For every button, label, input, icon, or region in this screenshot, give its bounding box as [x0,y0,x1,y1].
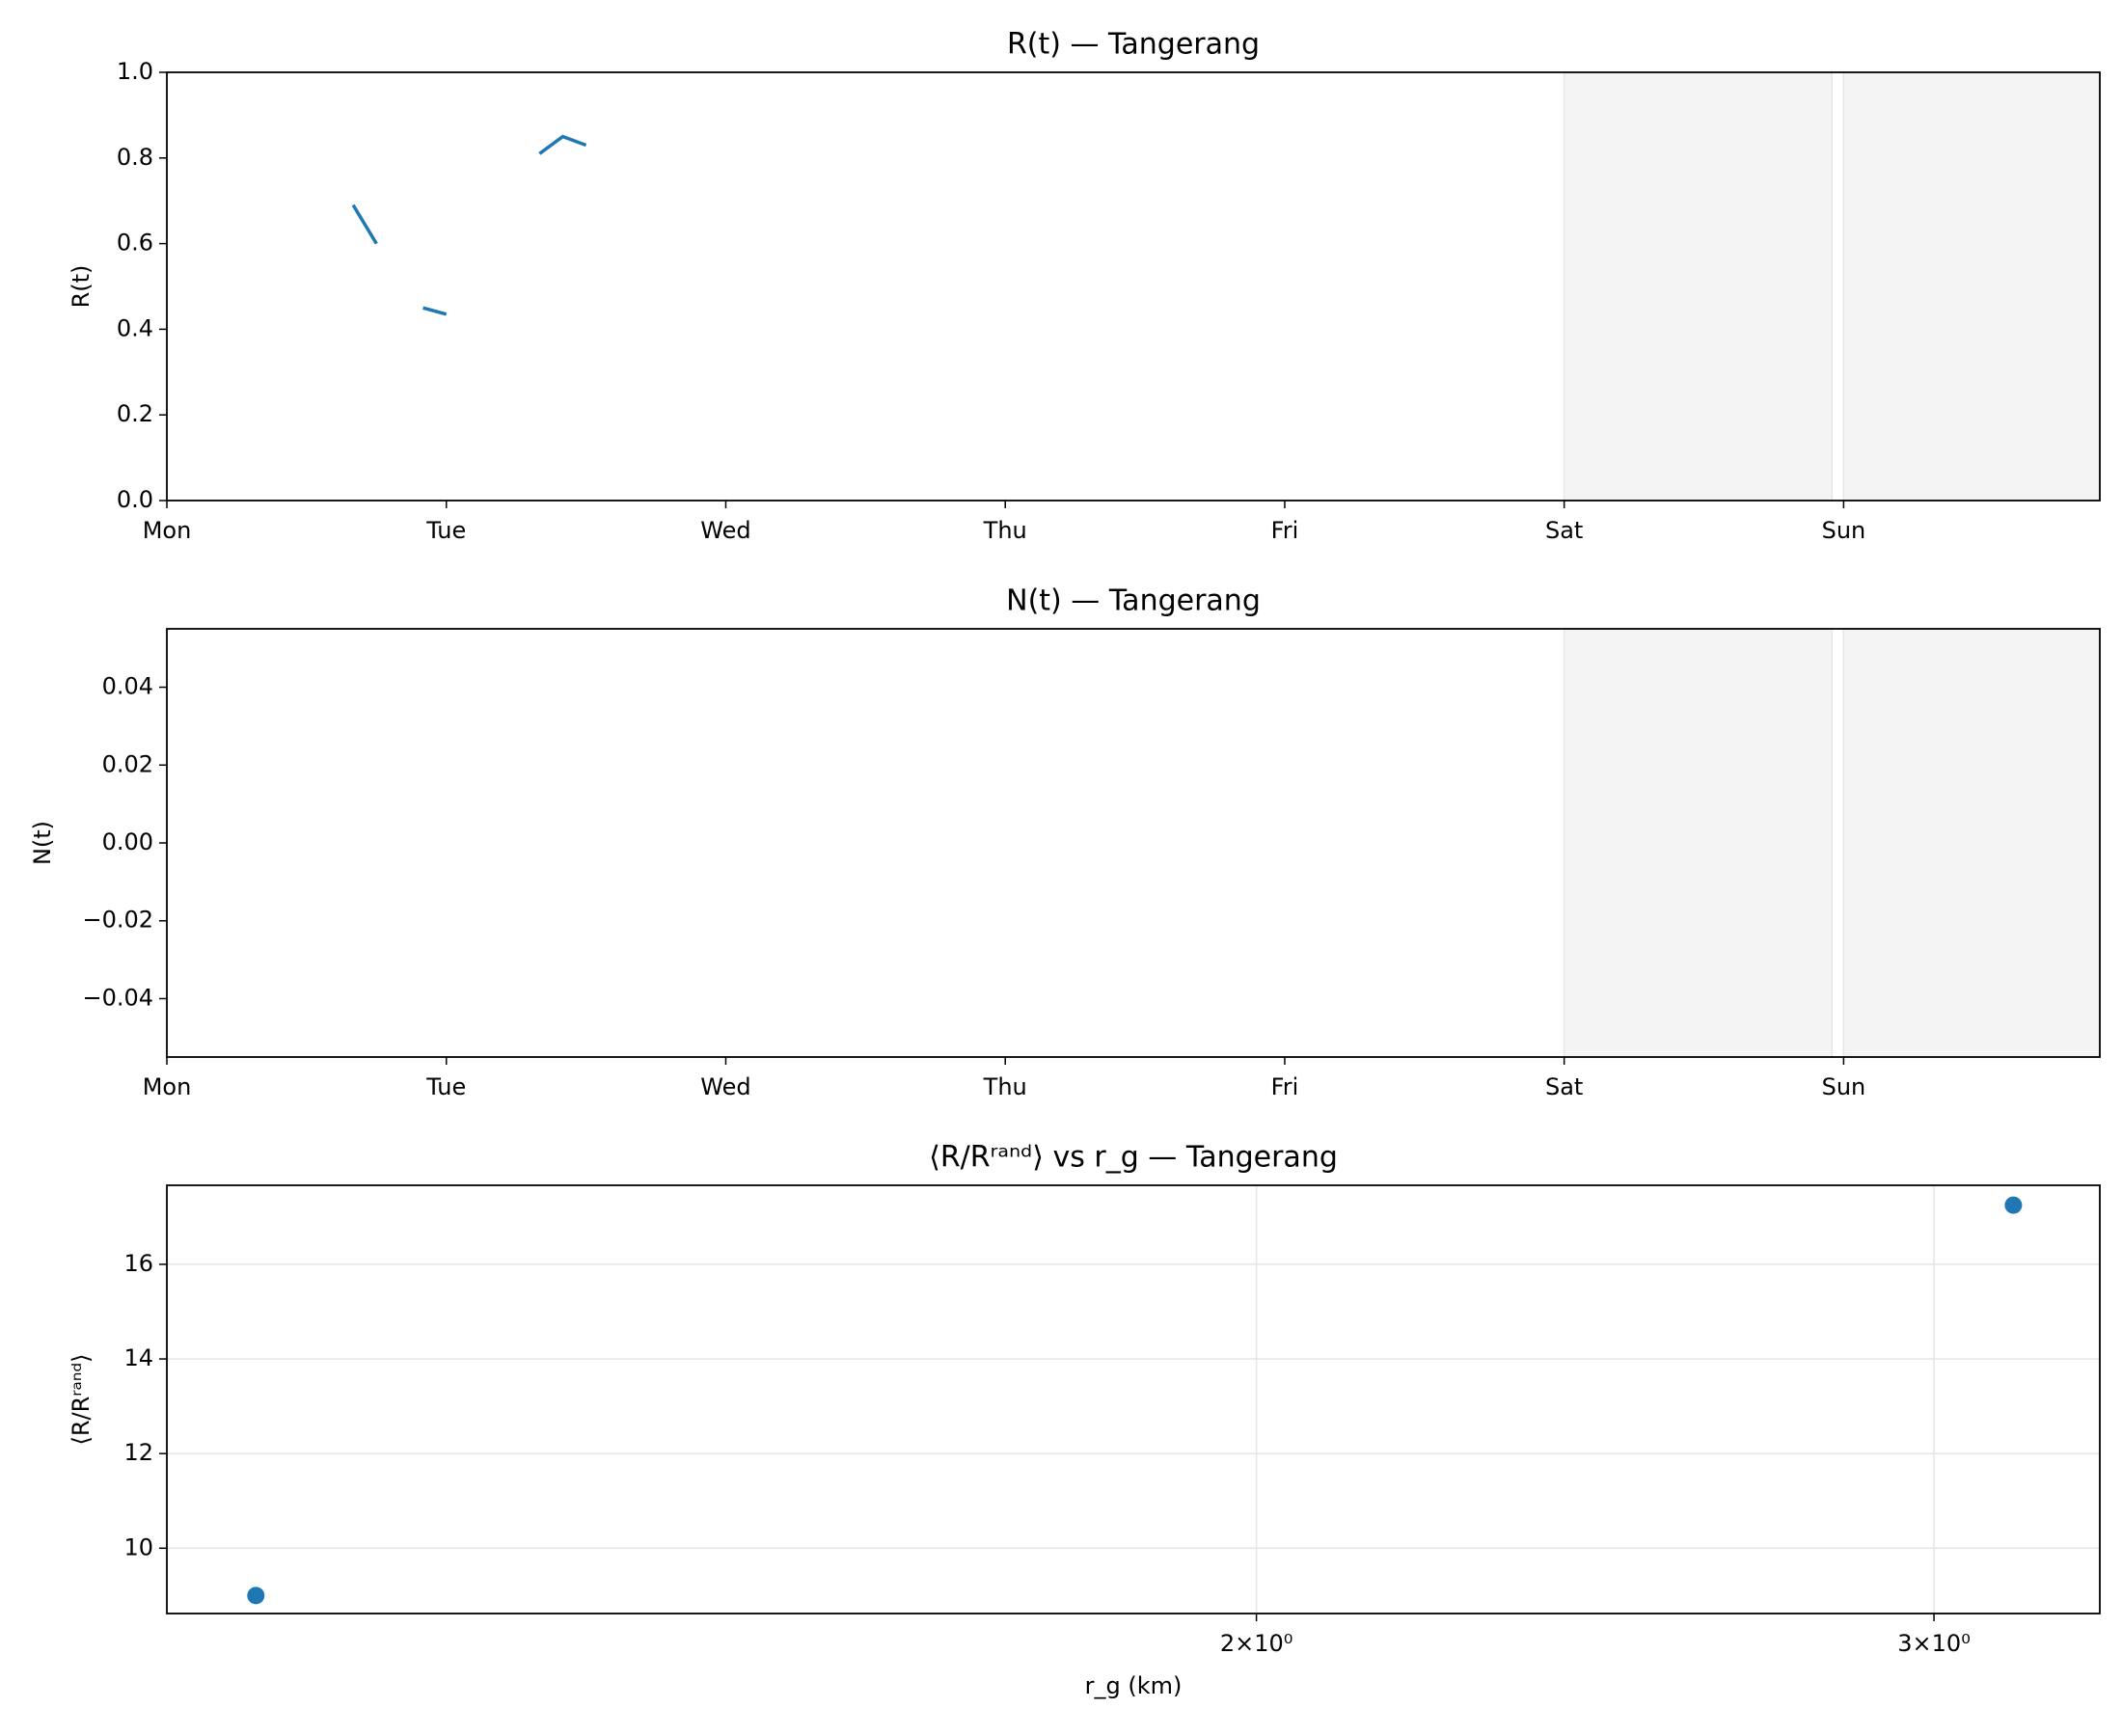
x-tick-label: Fri [1271,517,1299,544]
chart-title: R(t) — Tangerang [1007,28,1260,62]
y-tick-label: 14 [123,1344,153,1371]
x-tick-label: 2×10⁰ [1220,1630,1293,1657]
y-tick-label: 1.0 [117,58,153,85]
weekend-shade [1563,71,1834,502]
y-tick-label: 0.2 [117,400,153,427]
x-tick-label: Tue [425,517,466,544]
x-tick-label: Tue [425,1073,466,1100]
data-line [351,134,587,316]
y-tick-label: 12 [123,1439,153,1466]
y-axis-label: R(t) [68,265,95,309]
x-tick-label: 3×10⁰ [1897,1630,1971,1657]
y-tick-label: 0.02 [102,750,153,777]
x-tick-label: Sat [1545,517,1583,544]
x-tick-label: Mon [143,1073,192,1100]
y-tick-label: 0.6 [117,230,153,257]
x-tick-label: Fri [1271,1073,1299,1100]
x-tick-label: Sun [1822,1073,1866,1100]
x-tick-label: Sat [1545,1073,1583,1100]
x-tick-label: Thu [983,1073,1027,1100]
chart-title: ⟨R/Rʳᵃⁿᵈ⟩ vs r_g — Tangerang [929,1141,1338,1175]
weekend-shade [1563,628,1834,1058]
y-tick-label: 16 [123,1250,153,1277]
axes-frame [166,628,2101,1058]
y-tick-label: −0.04 [82,984,153,1011]
weekend-shade [1842,628,2101,1058]
y-tick-label: 0.04 [102,673,153,700]
y-tick-label: 0.8 [117,144,153,171]
y-tick-label: 10 [123,1533,153,1560]
y-axis-label: ⟨R/Rʳᵃⁿᵈ⟩ [68,1353,95,1445]
y-axis-label: N(t) [29,821,56,865]
data-point [247,1587,265,1605]
y-tick-label: 0.00 [102,828,153,855]
data-point [2004,1196,2023,1214]
x-axis-label: r_g (km) [1085,1672,1183,1699]
y-tick-label: 0.4 [117,314,153,341]
y-tick-label: 0.0 [117,486,153,513]
axes-frame [166,1184,2101,1614]
weekend-shade [1842,71,2101,502]
y-tick-label: −0.02 [82,907,153,934]
chart-title: N(t) — Tangerang [1006,584,1261,618]
x-tick-label: Thu [983,517,1027,544]
x-tick-label: Mon [143,517,192,544]
x-tick-label: Wed [700,517,750,544]
axes-frame [166,71,2101,502]
x-tick-label: Sun [1822,517,1866,544]
x-tick-label: Wed [700,1073,750,1100]
